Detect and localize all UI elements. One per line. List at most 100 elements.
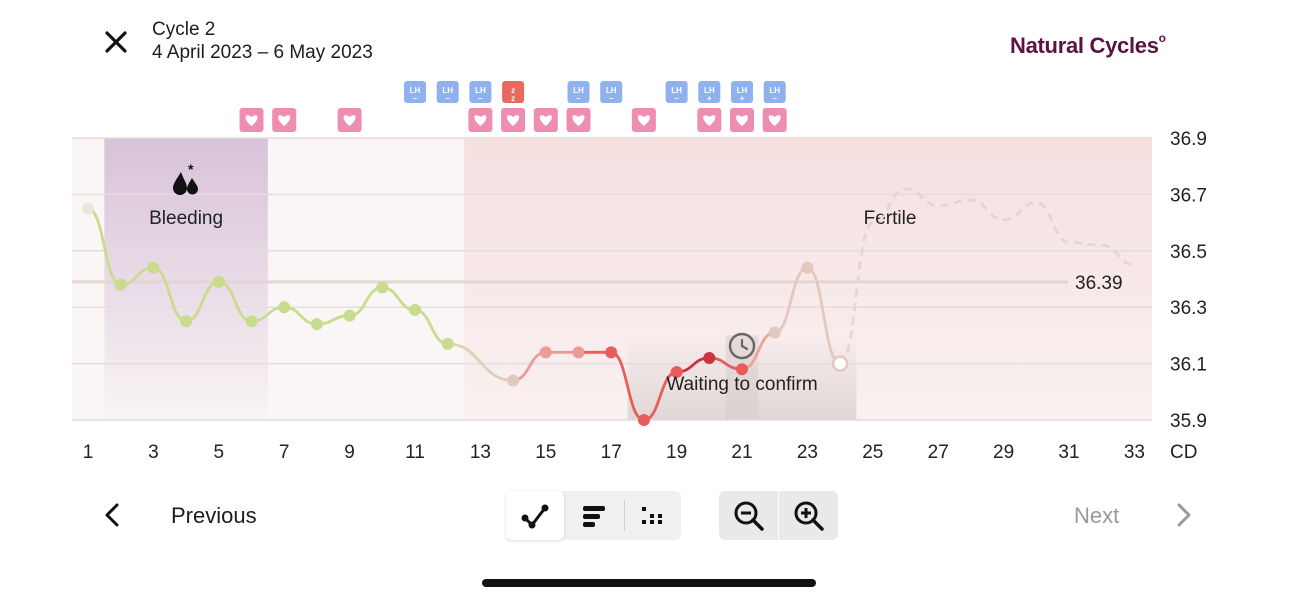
svg-text:–: – [609, 94, 614, 103]
line-chart-icon [521, 504, 549, 528]
temperature-point [376, 281, 389, 294]
heart-icon [730, 108, 754, 132]
lh-test-badge: LH+ [731, 81, 753, 103]
heart-icon [468, 108, 493, 132]
svg-text:LH: LH [410, 86, 421, 95]
temperature-point [539, 346, 552, 359]
temperature-point [310, 318, 323, 331]
y-tick-label: 36.3 [1170, 298, 1207, 319]
y-tick-label: 36.9 [1170, 129, 1207, 150]
y-tick-label: 36.5 [1170, 242, 1207, 263]
svg-text:LH: LH [769, 86, 780, 95]
temperature-point [278, 301, 291, 314]
zoom-controls [719, 491, 838, 540]
svg-text:z: z [511, 86, 515, 95]
temperature-point [507, 374, 520, 387]
brand-logo: Natural Cycleso [1010, 30, 1166, 58]
svg-text:–: – [478, 94, 483, 103]
lh-test-badge: LH– [469, 81, 492, 103]
zoom-in-icon [794, 501, 824, 531]
zoom-in-button[interactable] [779, 491, 838, 540]
y-tick-label: 36.7 [1170, 185, 1207, 206]
lh-test-badge: LH– [404, 81, 426, 103]
lh-test-badge: LH– [665, 81, 688, 103]
divider [778, 491, 779, 540]
temperature-point [212, 275, 225, 288]
lh-test-badge: LH+ [698, 81, 721, 103]
temperature-line-segment [447, 342, 514, 382]
view-mode-selector [506, 491, 681, 540]
prediction-line [839, 187, 1135, 365]
bleeding-label: Bleeding [149, 208, 223, 229]
line-view-button[interactable] [506, 491, 564, 540]
next-button: Next [1074, 503, 1120, 528]
lh-test-badge: LH– [600, 81, 623, 103]
lh-test-badge: zz [502, 81, 525, 103]
svg-text:–: – [445, 94, 450, 103]
home-indicator [482, 579, 816, 587]
zoom-out-icon [734, 501, 764, 531]
x-tick-label: 3 [148, 442, 159, 463]
svg-text:LH: LH [671, 86, 682, 95]
svg-text:–: – [576, 94, 581, 103]
svg-text:–: – [772, 94, 777, 103]
cycle-title: Cycle 2 [152, 19, 216, 40]
x-tick-label: 15 [535, 442, 556, 463]
dot-grid-icon [642, 506, 662, 524]
x-tick-label: 21 [731, 442, 752, 463]
svg-text:LH: LH [704, 86, 715, 95]
waiting-label: Waiting to confirm [666, 374, 817, 395]
dots-view-button[interactable] [624, 491, 682, 540]
x-tick-label: 33 [1124, 442, 1145, 463]
coverline-label: 36.39 [1075, 273, 1123, 294]
svg-text:*: * [188, 161, 194, 177]
bars-icon [583, 505, 605, 527]
temperature-chart[interactable]: 35.936.136.336.536.736.936.391 3 5 7 9 11 13 15… [0, 70, 1298, 470]
heart-icon [239, 108, 264, 132]
temperature-point [180, 315, 193, 328]
svg-text:–: – [413, 94, 418, 103]
temperature-point [637, 414, 650, 426]
lh-test-badge: LH– [763, 81, 786, 103]
x-tick-label: 25 [862, 442, 883, 463]
temperature-point [768, 326, 781, 339]
heart-icon [501, 108, 526, 132]
svg-text:LH: LH [737, 86, 748, 95]
y-tick-label: 36.1 [1170, 355, 1207, 376]
bar-view-button[interactable] [566, 491, 624, 540]
temperature-point [147, 261, 160, 274]
lh-test-badge: LH– [567, 81, 590, 103]
x-tick-label: 7 [279, 442, 290, 463]
chevron-left-icon[interactable] [96, 497, 130, 533]
x-tick-label: 11 [405, 442, 425, 463]
svg-text:+: + [740, 94, 745, 103]
x-tick-label: 23 [797, 442, 818, 463]
temperature-point [245, 315, 258, 328]
heart-icon [631, 108, 656, 132]
svg-text:LH: LH [442, 86, 453, 95]
today-point [831, 355, 849, 372]
lh-test-badge: LH– [436, 81, 459, 103]
brand-name: Natural Cycles [1010, 33, 1159, 58]
cycle-dates: 4 April 2023 – 6 May 2023 [152, 42, 373, 63]
x-tick-label: 1 [83, 442, 94, 463]
x-tick-label: 5 [214, 442, 225, 463]
close-icon[interactable] [100, 26, 132, 58]
x-tick-label: 13 [470, 442, 491, 463]
temperature-point [409, 304, 421, 317]
heart-icon [566, 108, 591, 132]
svg-text:LH: LH [475, 86, 486, 95]
divider [624, 500, 625, 531]
chevron-right-icon [1177, 503, 1191, 527]
heart-icon [762, 108, 787, 132]
temperature-point [441, 337, 454, 350]
zoom-out-button[interactable] [719, 491, 778, 540]
previous-button[interactable]: Previous [171, 503, 257, 528]
svg-text:LH: LH [573, 86, 584, 95]
heart-icon [533, 108, 558, 132]
x-tick-label: 9 [344, 442, 355, 463]
temperature-point [82, 202, 94, 215]
heart-icon [272, 108, 297, 132]
svg-text:LH: LH [606, 86, 617, 95]
cycle-header: Cycle 2 4 April 2023 – 6 May 2023 [152, 18, 373, 64]
